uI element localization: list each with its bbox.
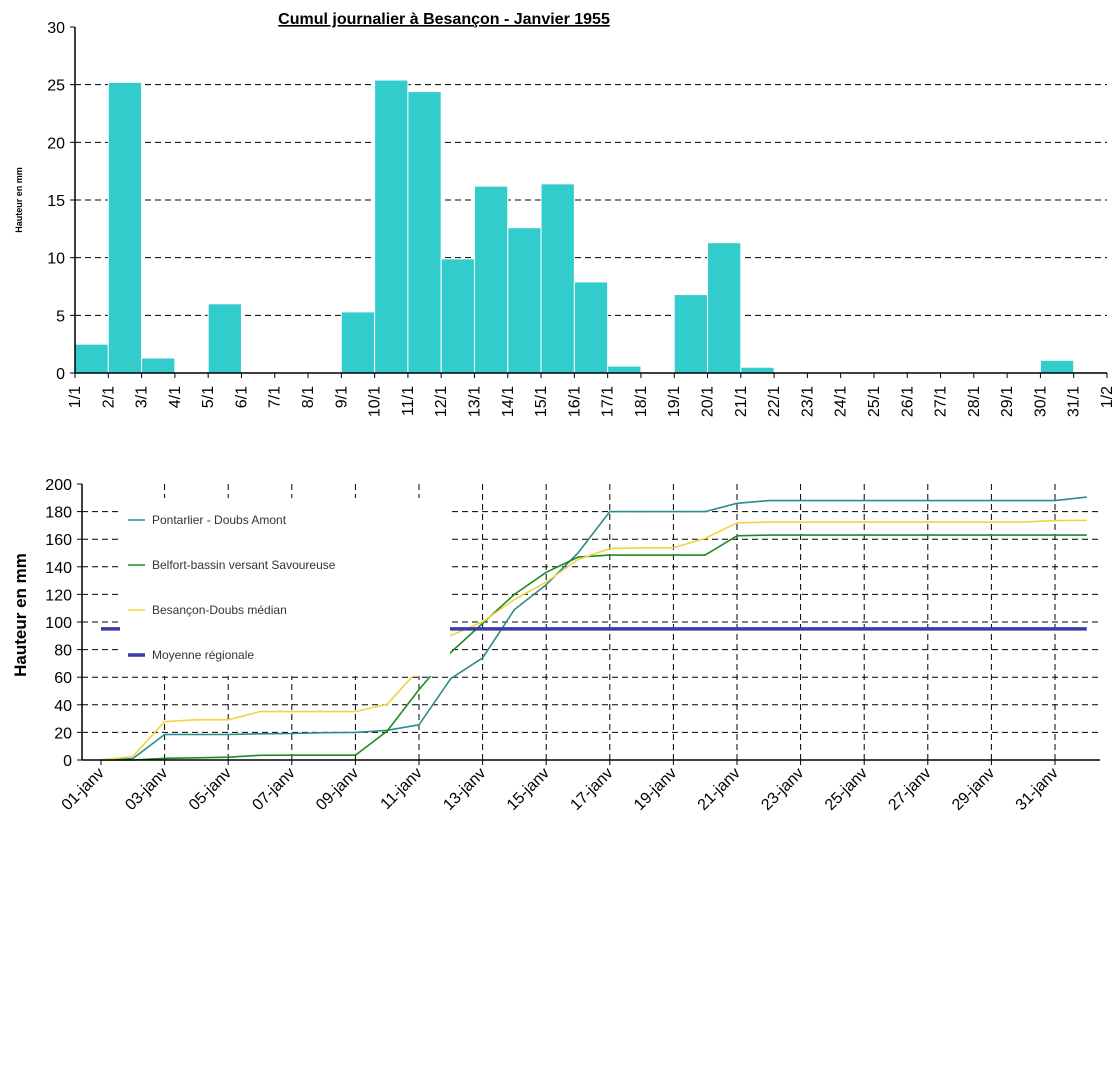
bar-1-1 xyxy=(74,343,109,374)
y-tick-label: 10 xyxy=(47,251,65,268)
x-tick-label: 27-janv xyxy=(885,765,934,814)
bar-19-1 xyxy=(673,294,709,374)
y-tick-label: 0 xyxy=(63,753,72,770)
x-tick-label: 25-janv xyxy=(822,765,871,814)
legend-label: Belfort-bassin versant Savoureuse xyxy=(152,558,336,572)
x-tick-label: 03-janv xyxy=(122,765,171,814)
series-line-1 xyxy=(101,534,1087,761)
legend-label: Moyenne régionale xyxy=(152,648,254,662)
bar-15-1 xyxy=(540,183,575,374)
y-tick-label: 120 xyxy=(45,587,72,604)
x-tick-label: 13-janv xyxy=(440,765,489,814)
x-tick-label: 15/1 xyxy=(533,386,550,417)
legend-label: Besançon-Doubs médian xyxy=(152,603,287,617)
x-tick-label: 29/1 xyxy=(999,386,1016,417)
bar-21-1 xyxy=(740,366,775,374)
x-tick-label: 14/1 xyxy=(500,386,517,417)
x-tick-label: 17/1 xyxy=(600,386,617,417)
bar-2-1 xyxy=(107,81,143,374)
y-tick-label: 60 xyxy=(54,670,72,687)
bar-11-1 xyxy=(407,91,442,374)
bar-17-1 xyxy=(607,365,642,374)
y-tick-label: 180 xyxy=(45,505,72,522)
y-tick-label: 80 xyxy=(54,643,72,660)
x-tick-label: 8/1 xyxy=(300,386,317,408)
x-tick-label: 11/1 xyxy=(400,386,417,416)
bar-30-1 xyxy=(1039,359,1075,374)
x-tick-label: 5/1 xyxy=(200,386,217,408)
x-tick-label: 05-janv xyxy=(186,765,235,814)
x-tick-label: 3/1 xyxy=(134,386,151,408)
chart-title: Cumul journalier à Besançon - Janvier 19… xyxy=(278,11,610,28)
x-tick-label: 09-janv xyxy=(313,765,362,814)
x-tick-label: 16/1 xyxy=(566,386,583,417)
y-tick-label: 25 xyxy=(47,78,65,95)
x-tick-label: 9/1 xyxy=(333,386,350,408)
x-tick-label: 22/1 xyxy=(766,386,783,417)
x-tick-label: 07-janv xyxy=(249,765,298,814)
x-tick-label: 26/1 xyxy=(899,386,916,417)
x-tick-label: 11-janv xyxy=(378,765,426,813)
legend: Pontarlier - Doubs Amont Belfort-bassin v… xyxy=(120,498,450,676)
x-tick-label: 30/1 xyxy=(1032,386,1049,417)
x-tick-label: 7/1 xyxy=(267,386,284,408)
y-tick-label: 20 xyxy=(54,725,72,742)
x-tick-label: 01-janv xyxy=(59,765,108,814)
cumulative-rainfall-line-chart: Hauteur en mm Pontarlier - Doubs Amont Be… xyxy=(11,477,1100,814)
y-axis-label: Hauteur en mm xyxy=(14,167,24,233)
bar-14-1 xyxy=(507,227,542,374)
x-tick-label: 23/1 xyxy=(799,386,816,417)
x-tick-label: 20/1 xyxy=(700,386,717,417)
y-tick-label: 30 xyxy=(47,20,65,37)
x-tick-label: 2/1 xyxy=(100,386,117,408)
legend-label: Pontarlier - Doubs Amont xyxy=(152,513,287,527)
daily-rainfall-bar-chart: Cumul journalier à Besançon - Janvier 19… xyxy=(14,11,1116,417)
x-tick-label: 23-janv xyxy=(758,765,807,814)
x-tick-label: 19-janv xyxy=(631,765,680,814)
y-tick-label: 160 xyxy=(45,532,72,549)
x-tick-label: 27/1 xyxy=(933,386,950,417)
y-tick-label: 0 xyxy=(56,366,65,383)
bar-10-1 xyxy=(374,79,409,374)
bar-16-1 xyxy=(573,281,609,374)
x-tick-label: 15-janv xyxy=(504,765,553,814)
x-tick-label: 31-janv xyxy=(1013,765,1062,814)
y-tick-label: 40 xyxy=(54,698,72,715)
legend-background xyxy=(120,498,450,676)
bar-9-1 xyxy=(340,311,376,374)
x-tick-label: 31/1 xyxy=(1066,386,1083,417)
y-axis-label: Hauteur en mm xyxy=(11,553,30,677)
y-tick-label: 100 xyxy=(45,615,72,632)
bar-5-1 xyxy=(207,303,242,374)
bar-20-1 xyxy=(707,242,742,374)
x-tick-label: 1/1 xyxy=(67,386,84,408)
y-tick-label: 5 xyxy=(56,308,65,325)
x-tick-label: 25/1 xyxy=(866,386,883,417)
x-tick-label: 19/1 xyxy=(666,386,683,417)
x-tick-label: 6/1 xyxy=(233,386,250,408)
bar-3-1 xyxy=(141,357,176,374)
x-tick-label: 12/1 xyxy=(433,386,450,417)
x-tick-label: 18/1 xyxy=(633,386,650,417)
x-tick-label: 4/1 xyxy=(167,386,184,408)
x-tick-label: 1/2 xyxy=(1099,386,1116,408)
x-tick-label: 24/1 xyxy=(833,386,850,417)
x-tick-label: 13/1 xyxy=(466,386,483,417)
x-tick-label: 10/1 xyxy=(367,386,384,417)
x-tick-label: 21/1 xyxy=(733,386,750,417)
x-tick-label: 29-janv xyxy=(949,765,998,814)
bar-12-1 xyxy=(440,258,475,374)
x-tick-label: 28/1 xyxy=(966,386,983,417)
y-tick-label: 140 xyxy=(45,560,72,577)
y-tick-label: 20 xyxy=(47,135,65,152)
series-line-0 xyxy=(100,496,1087,761)
y-tick-label: 15 xyxy=(47,193,65,210)
y-tick-label: 200 xyxy=(45,477,72,494)
series-line-2 xyxy=(100,519,1087,761)
x-tick-label: 21-janv xyxy=(695,765,744,814)
x-tick-label: 17-janv xyxy=(567,765,616,814)
bar-13-1 xyxy=(473,185,509,374)
